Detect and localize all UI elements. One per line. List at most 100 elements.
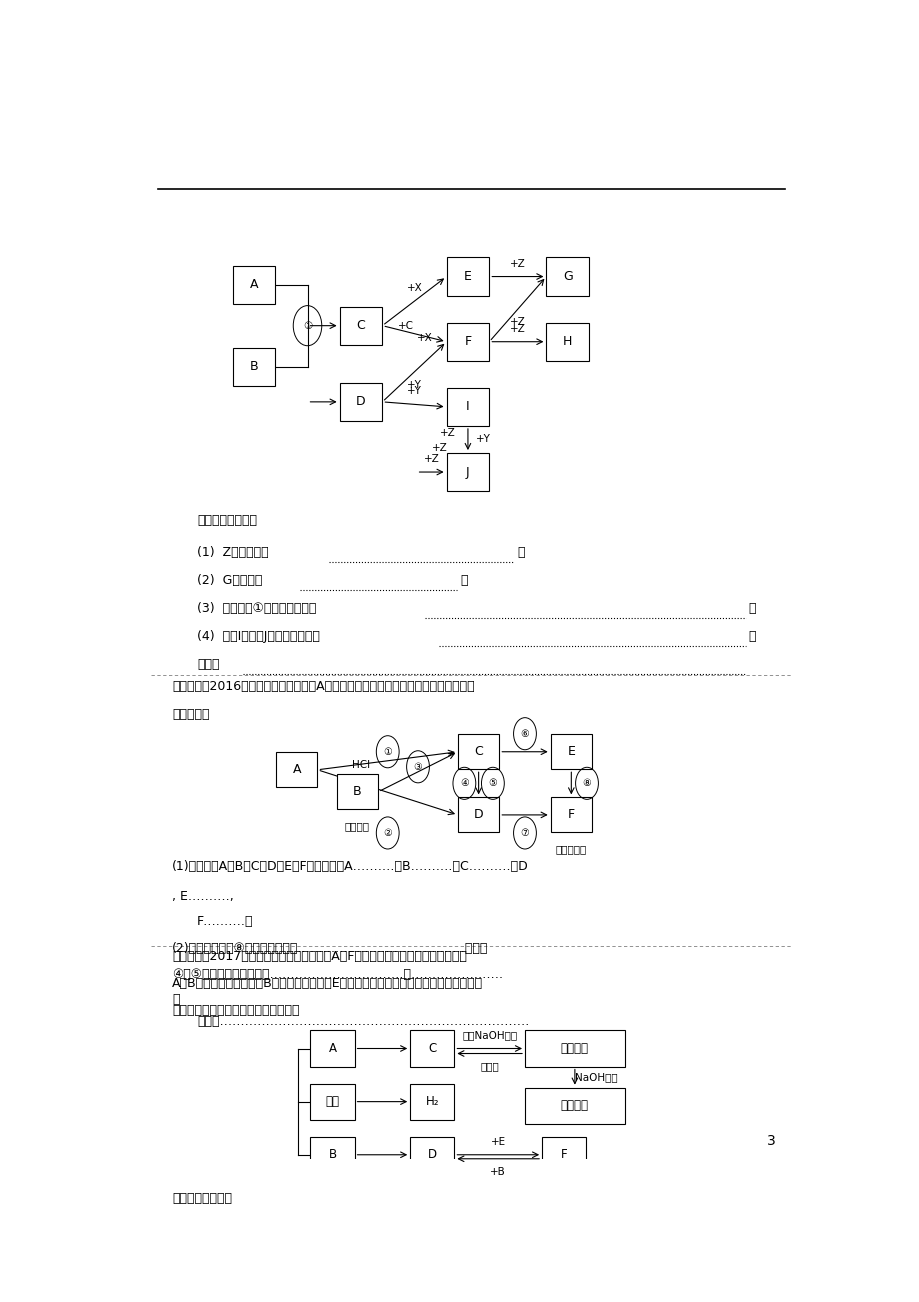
Text: C: C xyxy=(357,319,365,332)
Text: ④: ④ xyxy=(460,779,469,788)
Text: 红褐色固体: 红褐色固体 xyxy=(555,845,586,854)
Text: +Y: +Y xyxy=(476,435,491,444)
Text: (1)		确定A、B、C、D、E、F的化学式：A‥‥‥‥‥，B‥‥‥‥‥，C‥‥‥‥‥，D: (1) 确定A、B、C、D、E、F的化学式：A‥‥‥‥‥，B‥‥‥‥‥，C‥‥‥… xyxy=(172,861,528,874)
Text: (2)  G的化学式: (2) G的化学式 xyxy=(197,574,262,587)
FancyBboxPatch shape xyxy=(310,1083,354,1120)
Text: C: C xyxy=(473,745,482,758)
FancyBboxPatch shape xyxy=(410,1083,454,1120)
Text: 笔记：‥‥‥‥‥‥‥‥‥‥‥‥‥‥‥‥‥‥‥‥‥‥‥‥‥‥‥‥‥‥‥‥‥‥‥‥‥: 笔记：‥‥‥‥‥‥‥‥‥‥‥‥‥‥‥‥‥‥‥‥‥‥‥‥‥‥‥‥‥‥‥‥‥‥‥‥‥ xyxy=(197,1016,528,1029)
Text: +Y: +Y xyxy=(406,380,422,389)
Text: 盐酸: 盐酸 xyxy=(325,1095,339,1108)
Text: 笔记：: 笔记： xyxy=(197,658,220,671)
Text: B: B xyxy=(353,785,361,798)
Text: 3: 3 xyxy=(766,1134,775,1148)
FancyBboxPatch shape xyxy=(525,1030,624,1066)
Text: (4)  写出I转化为J的离子方程式：: (4) 写出I转化为J的离子方程式： xyxy=(197,630,320,643)
Text: ⑧: ⑧ xyxy=(582,779,591,788)
FancyBboxPatch shape xyxy=(550,734,591,769)
FancyBboxPatch shape xyxy=(546,258,588,296)
Text: A: A xyxy=(292,763,301,776)
Text: F: F xyxy=(464,335,471,348)
FancyBboxPatch shape xyxy=(458,734,499,769)
Text: B: B xyxy=(249,361,258,374)
Text: +X: +X xyxy=(406,283,422,293)
Text: G: G xyxy=(562,270,572,283)
Text: B: B xyxy=(328,1148,336,1161)
Text: ②: ② xyxy=(383,828,391,838)
Text: 稀盐酸: 稀盐酸 xyxy=(480,1061,498,1072)
Text: E: E xyxy=(567,745,574,758)
Text: ③: ③ xyxy=(414,762,422,772)
Text: (1)  Z的电子式为: (1) Z的电子式为 xyxy=(197,547,268,560)
FancyBboxPatch shape xyxy=(446,453,489,491)
Text: +Z: +Z xyxy=(431,443,447,453)
Text: A、B均是常见的金属，且B的合金用量最大；E在常温下是黄绻色气体；在适当的条件下，: A、B均是常见的金属，且B的合金用量最大；E在常温下是黄绻色气体；在适当的条件下… xyxy=(172,978,482,991)
Text: +E: +E xyxy=(490,1137,505,1147)
Text: F‥‥‥‥‥。: F‥‥‥‥‥。 xyxy=(197,915,254,928)
FancyBboxPatch shape xyxy=(339,383,382,421)
FancyBboxPatch shape xyxy=(233,266,275,303)
Text: J: J xyxy=(466,466,470,479)
Text: I: I xyxy=(466,401,470,413)
Text: (3)  写出反应①的化学方程式：: (3) 写出反应①的化学方程式： xyxy=(197,603,316,616)
FancyBboxPatch shape xyxy=(410,1030,454,1066)
Text: NaOH溶液: NaOH溶液 xyxy=(574,1072,617,1082)
Text: C: C xyxy=(427,1042,436,1055)
Text: D: D xyxy=(356,396,366,409)
FancyBboxPatch shape xyxy=(446,388,489,426)
Text: +B: +B xyxy=(490,1167,505,1177)
Text: 【例３】（2017届徐州一中模拟）下列物质A～F是我们熟悉的单质或化合物，其中: 【例３】（2017届徐州一中模拟）下列物质A～F是我们熟悉的单质或化合物，其中 xyxy=(172,950,467,963)
Text: 。: 。 xyxy=(172,993,179,1006)
Text: A: A xyxy=(328,1042,336,1055)
Text: +Z: +Z xyxy=(509,324,525,333)
Text: +Y: +Y xyxy=(406,387,422,396)
FancyBboxPatch shape xyxy=(458,797,499,832)
FancyBboxPatch shape xyxy=(525,1087,624,1124)
Text: +C: +C xyxy=(398,320,414,331)
Text: H: H xyxy=(562,335,572,348)
Text: D: D xyxy=(427,1148,437,1161)
Text: HCl: HCl xyxy=(352,760,369,771)
Text: 。: 。 xyxy=(516,547,524,560)
FancyBboxPatch shape xyxy=(446,258,489,296)
Text: +Z: +Z xyxy=(509,318,525,327)
Text: ⑤: ⑤ xyxy=(488,779,497,788)
Text: 黑色晶体: 黑色晶体 xyxy=(345,822,369,832)
Text: 白色沉淠: 白色沉淠 xyxy=(561,1042,588,1055)
Text: 。: 。 xyxy=(748,603,755,616)
FancyBboxPatch shape xyxy=(336,775,378,810)
Text: ①: ① xyxy=(383,747,391,756)
Text: F: F xyxy=(567,809,574,822)
Text: H₂: H₂ xyxy=(425,1095,438,1108)
Text: (2)		写出反应⑧的化学方程式：‥‥‥‥‥‥‥‥‥‥‥‥‥‥‥‥‥‥‥‥；反应: (2) 写出反应⑧的化学方程式：‥‥‥‥‥‥‥‥‥‥‥‥‥‥‥‥‥‥‥‥；反应 xyxy=(172,943,488,956)
FancyBboxPatch shape xyxy=(541,1137,585,1173)
FancyBboxPatch shape xyxy=(546,323,588,361)
Text: 。: 。 xyxy=(748,630,755,643)
Text: ⑦: ⑦ xyxy=(520,828,528,838)
FancyBboxPatch shape xyxy=(550,797,591,832)
FancyBboxPatch shape xyxy=(310,1137,354,1173)
FancyBboxPatch shape xyxy=(233,348,275,385)
Text: , E‥‥‥‥‥,: , E‥‥‥‥‥, xyxy=(172,891,233,904)
Text: 下列问题：: 下列问题： xyxy=(172,708,210,720)
Text: ①: ① xyxy=(302,320,312,331)
Text: ⑥: ⑥ xyxy=(520,729,528,738)
FancyBboxPatch shape xyxy=(410,1137,454,1173)
Text: +X: +X xyxy=(416,333,432,342)
Text: 。: 。 xyxy=(460,574,467,587)
Text: +Z: +Z xyxy=(424,454,439,464)
Text: 它们之间可以发生如下图所示的转化。: 它们之间可以发生如下图所示的转化。 xyxy=(172,1004,300,1017)
FancyBboxPatch shape xyxy=(276,753,317,788)
Text: 适量NaOH溶液: 适量NaOH溶液 xyxy=(461,1030,516,1040)
Text: 【例２】（2016届南通中学模拟）已知A为常见的金属单质，根据如图所示的关系回答: 【例２】（2016届南通中学模拟）已知A为常见的金属单质，根据如图所示的关系回答 xyxy=(172,680,474,693)
Text: E: E xyxy=(463,270,471,283)
FancyBboxPatch shape xyxy=(339,307,382,345)
FancyBboxPatch shape xyxy=(310,1030,354,1066)
Text: ④、⑤的离子方程式分别为‥‥‥‥‥‥‥‥‥‥‥‥‥‥‥‥，‥‥‥‥‥‥‥‥‥‥‥: ④、⑤的离子方程式分别为‥‥‥‥‥‥‥‥‥‥‥‥‥‥‥‥，‥‥‥‥‥‥‥‥‥‥‥ xyxy=(172,969,503,982)
Text: 请回答下列问题：: 请回答下列问题： xyxy=(197,514,256,527)
Text: 无色溶液: 无色溶液 xyxy=(561,1099,588,1112)
FancyBboxPatch shape xyxy=(446,323,489,361)
Text: A: A xyxy=(250,279,258,292)
Text: F: F xyxy=(561,1148,567,1161)
Text: +Z: +Z xyxy=(439,428,455,439)
